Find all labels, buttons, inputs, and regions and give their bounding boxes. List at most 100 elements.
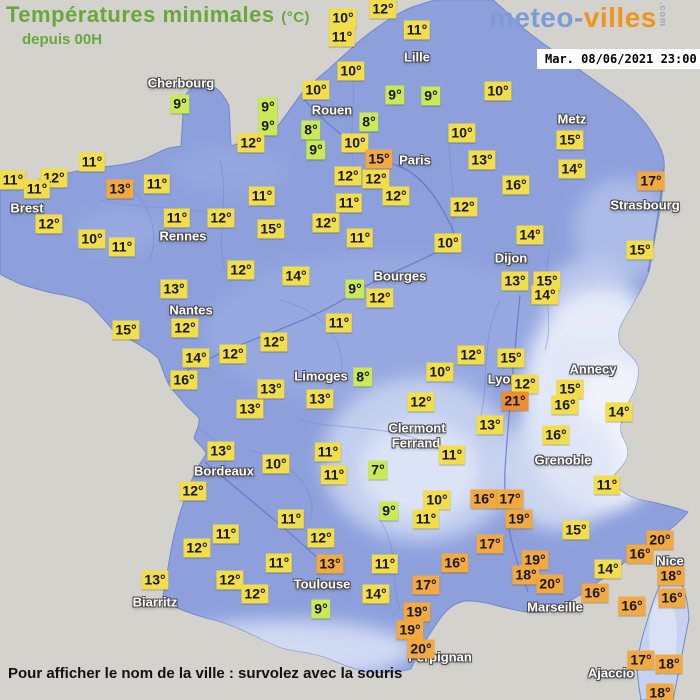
temp-label[interactable]: 10° bbox=[341, 133, 369, 153]
temp-label[interactable]: 12° bbox=[511, 374, 539, 394]
temp-label[interactable]: 12° bbox=[312, 213, 340, 233]
temp-label[interactable]: 19° bbox=[396, 620, 424, 640]
temp-label[interactable]: 10° bbox=[426, 362, 454, 382]
temp-label[interactable]: 9° bbox=[258, 116, 278, 136]
temp-label[interactable]: 17° bbox=[637, 171, 665, 191]
temp-label[interactable]: 10° bbox=[337, 61, 365, 81]
temp-label[interactable]: 11° bbox=[412, 509, 440, 529]
temp-label[interactable]: 14° bbox=[605, 402, 633, 422]
temp-label[interactable]: 11° bbox=[325, 313, 353, 333]
temp-label[interactable]: 11° bbox=[212, 524, 240, 544]
temp-label[interactable]: 10° bbox=[434, 233, 462, 253]
temp-label[interactable]: 15° bbox=[112, 320, 140, 340]
temp-label[interactable]: 12° bbox=[227, 260, 255, 280]
temp-label[interactable]: 11° bbox=[328, 27, 356, 47]
temp-label[interactable]: 11° bbox=[335, 193, 363, 213]
temp-label[interactable]: 11° bbox=[593, 475, 621, 495]
temp-label[interactable]: 12° bbox=[35, 214, 63, 234]
temp-label[interactable]: 13° bbox=[501, 271, 529, 291]
temp-label[interactable]: 12° bbox=[457, 345, 485, 365]
temp-label[interactable]: 12° bbox=[237, 133, 265, 153]
temp-label[interactable]: 18° bbox=[657, 566, 685, 586]
temp-label[interactable]: 9° bbox=[306, 140, 326, 160]
temp-label[interactable]: 9° bbox=[258, 97, 278, 117]
temp-label[interactable]: 15° bbox=[497, 348, 525, 368]
temp-label[interactable]: 8° bbox=[353, 367, 373, 387]
temp-label[interactable]: 13° bbox=[476, 415, 504, 435]
temp-label[interactable]: 12° bbox=[382, 186, 410, 206]
temp-label[interactable]: 12° bbox=[334, 166, 362, 186]
temp-label[interactable]: 9° bbox=[345, 279, 365, 299]
temp-label[interactable]: 11° bbox=[403, 20, 431, 40]
temp-label[interactable]: 12° bbox=[307, 528, 335, 548]
temp-label[interactable]: 19° bbox=[521, 550, 549, 570]
temp-label[interactable]: 11° bbox=[23, 179, 51, 199]
temp-label[interactable]: 14° bbox=[531, 285, 559, 305]
temp-label[interactable]: 12° bbox=[183, 538, 211, 558]
temp-label[interactable]: 12° bbox=[260, 332, 288, 352]
temp-label[interactable]: 10° bbox=[484, 81, 512, 101]
temp-label[interactable]: 12° bbox=[207, 208, 235, 228]
temp-label[interactable]: 10° bbox=[302, 80, 330, 100]
temp-label[interactable]: 12° bbox=[241, 584, 269, 604]
temp-label[interactable]: 16° bbox=[618, 596, 646, 616]
temp-label[interactable]: 11° bbox=[143, 174, 171, 194]
temp-label[interactable]: 15° bbox=[556, 379, 584, 399]
temp-label[interactable]: 16° bbox=[581, 583, 609, 603]
temp-label[interactable]: 12° bbox=[407, 392, 435, 412]
temp-label[interactable]: 15° bbox=[626, 240, 654, 260]
temp-label[interactable]: 11° bbox=[248, 186, 276, 206]
temp-label[interactable]: 12° bbox=[216, 570, 244, 590]
temp-label[interactable]: 13° bbox=[207, 441, 235, 461]
temp-label[interactable]: 15° bbox=[556, 130, 584, 150]
temp-label[interactable]: 9° bbox=[421, 86, 441, 106]
temp-label[interactable]: 12° bbox=[362, 169, 390, 189]
temp-label[interactable]: 16° bbox=[626, 544, 654, 564]
temp-label[interactable]: 17° bbox=[476, 534, 504, 554]
temp-label[interactable]: 21° bbox=[501, 391, 529, 411]
temp-label[interactable]: 11° bbox=[277, 509, 305, 529]
temp-label[interactable]: 10° bbox=[78, 229, 106, 249]
temp-label[interactable]: 15° bbox=[257, 219, 285, 239]
temp-label[interactable]: 14° bbox=[362, 584, 390, 604]
temp-label[interactable]: 9° bbox=[379, 501, 399, 521]
temp-label[interactable]: 15° bbox=[365, 149, 393, 169]
temp-label[interactable]: 17° bbox=[412, 575, 440, 595]
temp-label[interactable]: 11° bbox=[314, 442, 342, 462]
temp-label[interactable]: 15° bbox=[562, 520, 590, 540]
temp-label[interactable]: 14° bbox=[282, 266, 310, 286]
temp-label[interactable]: 18° bbox=[655, 654, 683, 674]
temp-label[interactable]: 10° bbox=[262, 454, 290, 474]
temp-label[interactable]: 11° bbox=[0, 170, 27, 190]
temp-label[interactable]: 12° bbox=[369, 0, 397, 19]
brand-logo[interactable]: meteo-villes.com bbox=[489, 2, 668, 34]
temp-label[interactable]: 16° bbox=[441, 553, 469, 573]
temp-label[interactable]: 10° bbox=[329, 8, 357, 28]
temp-label[interactable]: 16° bbox=[658, 588, 686, 608]
temp-label[interactable]: 11° bbox=[163, 208, 191, 228]
temp-label[interactable]: 11° bbox=[320, 465, 348, 485]
temp-label[interactable]: 14° bbox=[594, 559, 622, 579]
temp-label[interactable]: 8° bbox=[359, 112, 379, 132]
temp-label[interactable]: 13° bbox=[468, 150, 496, 170]
temp-label[interactable]: 9° bbox=[311, 599, 331, 619]
temp-label[interactable]: 17° bbox=[496, 489, 524, 509]
temp-label[interactable]: 18° bbox=[646, 683, 674, 700]
temp-label[interactable]: 14° bbox=[516, 225, 544, 245]
temp-label[interactable]: 13° bbox=[141, 570, 169, 590]
temp-label[interactable]: 11° bbox=[346, 228, 374, 248]
temp-label[interactable]: 19° bbox=[403, 602, 431, 622]
temp-label[interactable]: 18° bbox=[512, 565, 540, 585]
temp-label[interactable]: 20° bbox=[407, 639, 435, 659]
temp-label[interactable]: 12° bbox=[171, 318, 199, 338]
temp-label[interactable]: 12° bbox=[219, 344, 247, 364]
temp-label[interactable]: 20° bbox=[536, 574, 564, 594]
temp-label[interactable]: 11° bbox=[265, 553, 293, 573]
temp-label[interactable]: 13° bbox=[160, 279, 188, 299]
temp-label[interactable]: 13° bbox=[306, 389, 334, 409]
temp-label[interactable]: 16° bbox=[170, 370, 198, 390]
temp-label[interactable]: 11° bbox=[371, 554, 399, 574]
temp-label[interactable]: 12° bbox=[366, 288, 394, 308]
temp-label[interactable]: 8° bbox=[301, 120, 321, 140]
temp-label[interactable]: 14° bbox=[558, 159, 586, 179]
